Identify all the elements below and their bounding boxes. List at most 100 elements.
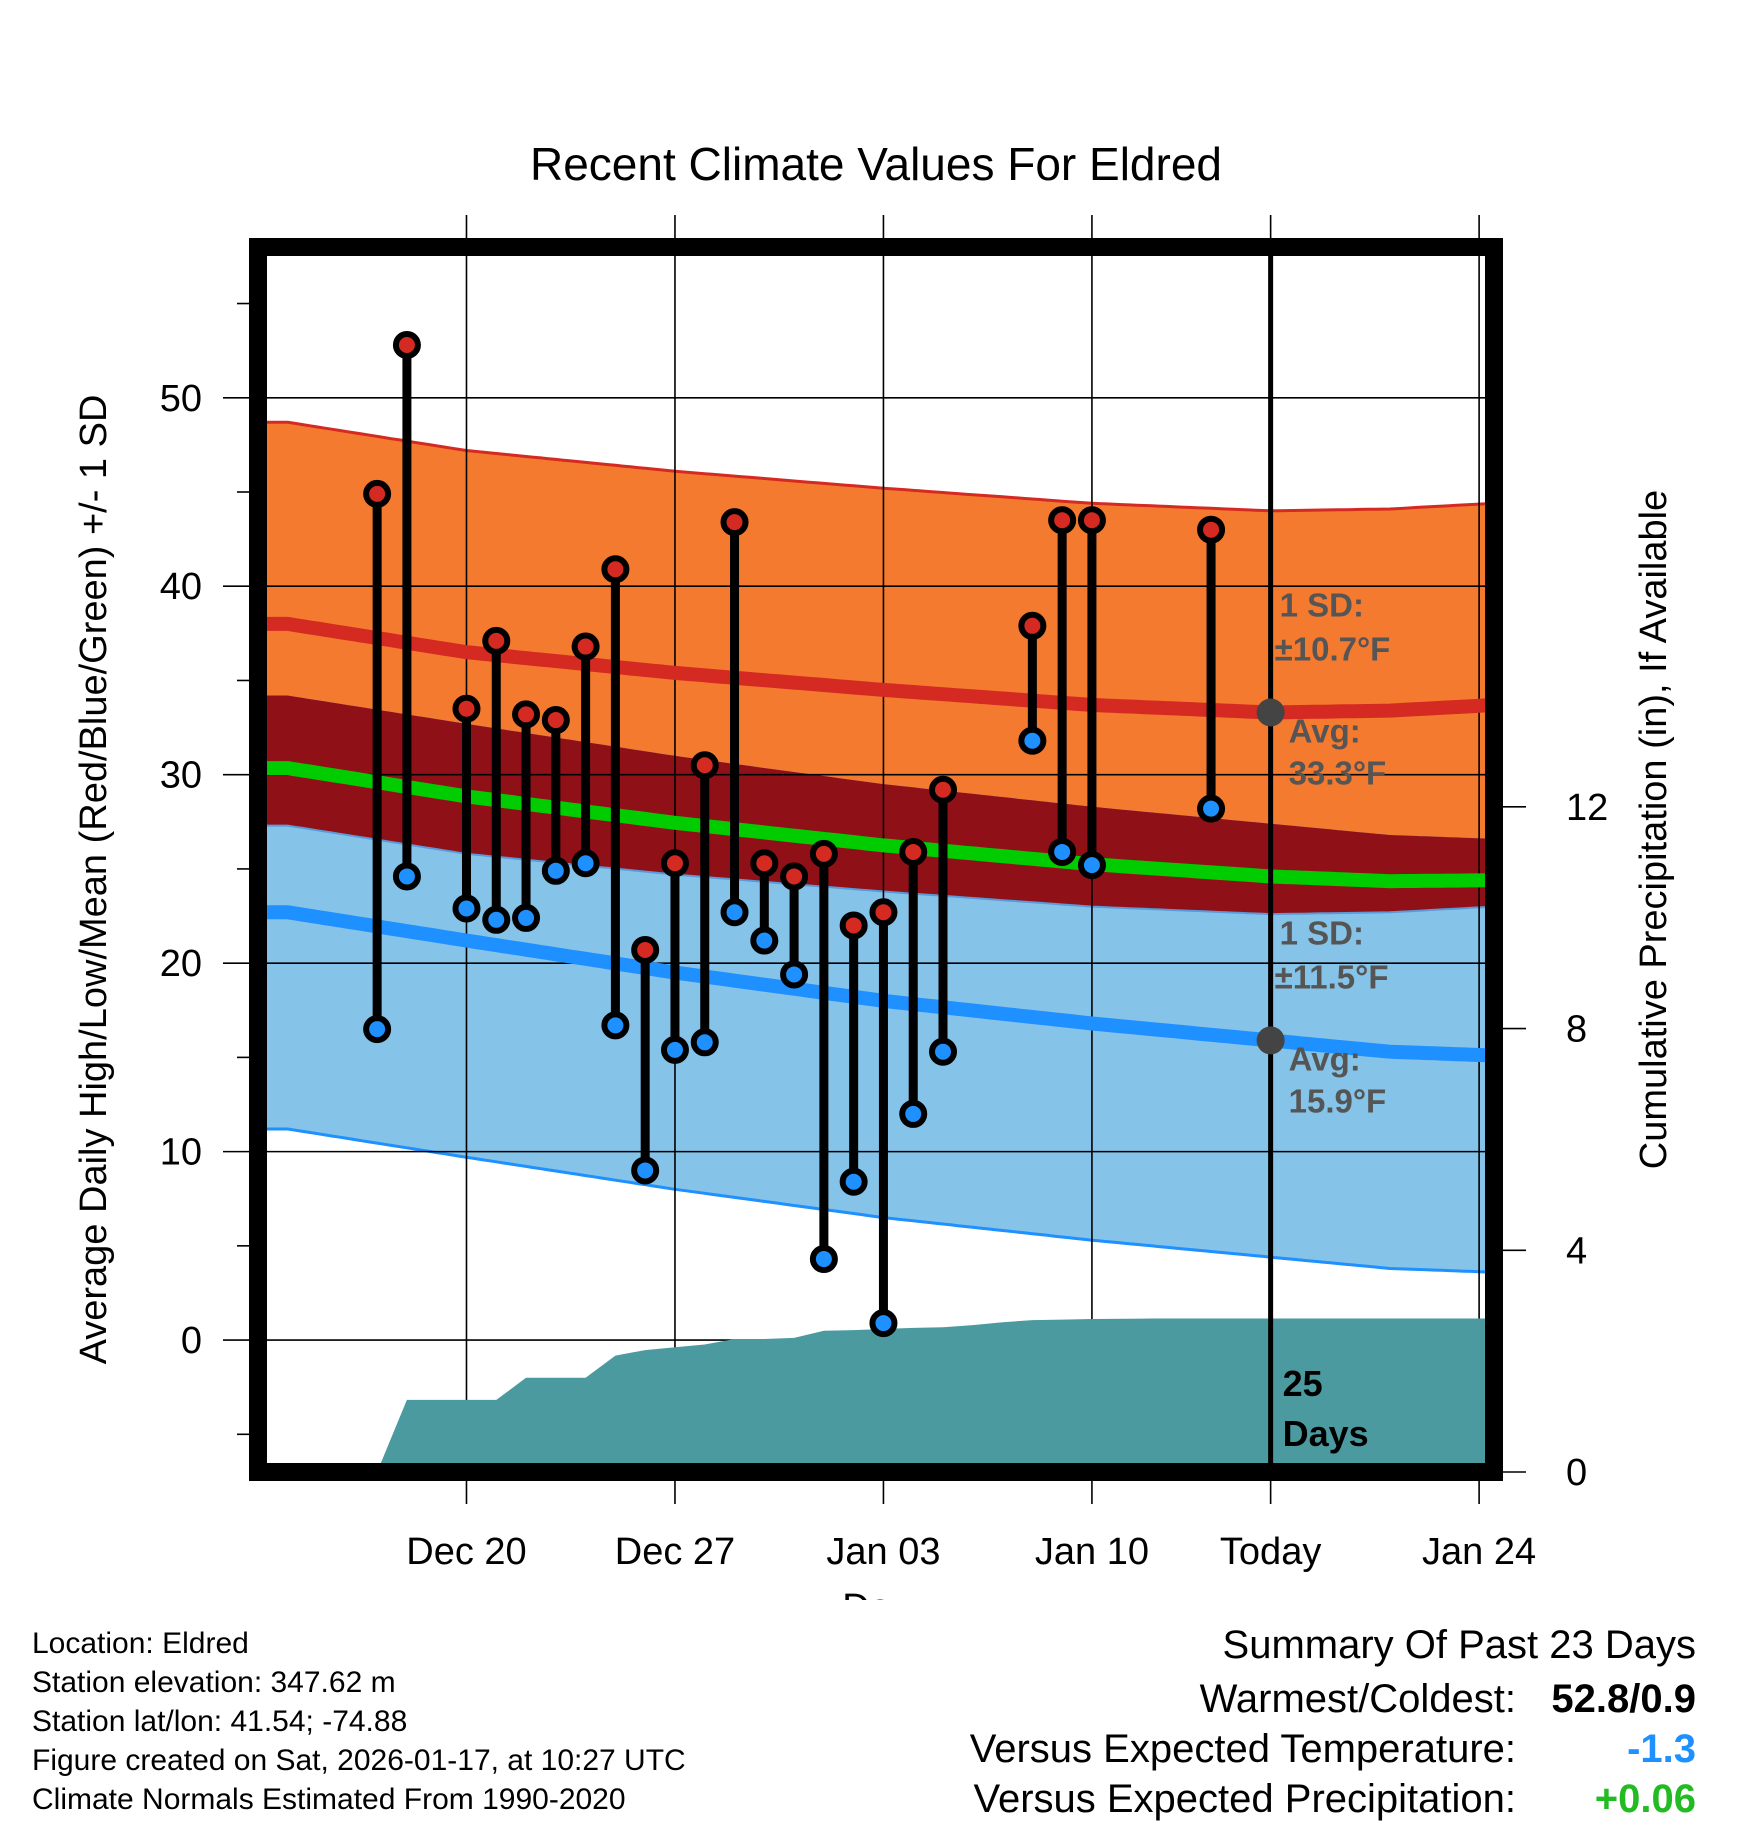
x-tick-label-1: Dec 27: [615, 1531, 735, 1573]
obs-low-point-7: [601, 1011, 630, 1040]
obs-high-point-14: [809, 839, 838, 868]
plot-frame: [249, 238, 1503, 1481]
station-info: Location: Eldred Station elevation: 347.…: [32, 1624, 686, 1819]
precip-anomaly-value: +0.06: [1594, 1777, 1696, 1821]
y-axis-label: Average Daily High/Low/Mean (Red/Blue/Gr…: [73, 395, 115, 1365]
y-right-axis-label: Cumulative Precipitation (in), If Availa…: [1633, 490, 1675, 1169]
obs-high-point-20: [1048, 506, 1077, 535]
summary-panel: Summary Of Past 23 Days Warmest/Coldest:…: [970, 1620, 1696, 1824]
obs-low-point-1: [392, 862, 421, 891]
chart-title: Recent Climate Values For Eldred: [530, 138, 1222, 190]
climate-chart: Recent Climate Values For Eldred 1 SD: ±1…: [73, 138, 1675, 1600]
obs-low-point-13: [780, 960, 809, 989]
obs-low-point-4: [512, 903, 541, 932]
obs-low-point-0: [363, 1015, 392, 1044]
low-avg-value: 15.9°F: [1289, 1082, 1387, 1119]
y-tick-label-0: 0: [181, 1320, 202, 1362]
y-right-tick-label-0: 0: [1566, 1452, 1587, 1494]
obs-high-point-9: [660, 849, 689, 878]
obs-high-point-17: [899, 837, 928, 866]
summary-row-warmest: Warmest/Coldest: 52.8/0.9: [970, 1674, 1696, 1724]
summary-row-precip: Versus Expected Precipitation: +0.06: [970, 1774, 1696, 1824]
low-avg-label: Avg:: [1289, 1040, 1361, 1077]
today-low-avg-marker: [1256, 1026, 1285, 1055]
obs-high-point-18: [929, 775, 958, 804]
x-axis-label: Day: [842, 1587, 910, 1600]
obs-low-point-17: [899, 1099, 928, 1128]
obs-high-point-15: [839, 911, 868, 940]
precip-anomaly-label: Versus Expected Precipitation:: [973, 1777, 1516, 1821]
warmest-label: Warmest/Coldest:: [1199, 1677, 1516, 1721]
obs-low-point-6: [571, 849, 600, 878]
y-right-tick-label-1: 4: [1566, 1230, 1587, 1272]
y-tick-label-5: 50: [160, 378, 202, 420]
x-tick-label-5: Jan 24: [1422, 1531, 1536, 1573]
high-band-upper-edge: [258, 420, 1494, 513]
x-tick-label-4: Today: [1220, 1531, 1321, 1573]
latlon-text: Station lat/lon: 41.54; -74.88: [32, 1705, 408, 1738]
obs-high-point-11: [720, 508, 749, 537]
obs-high-point-0: [363, 479, 392, 508]
y-right-tick-label-2: 8: [1566, 1009, 1587, 1051]
normals-text: Climate Normals Estimated From 1990-2020: [32, 1783, 626, 1816]
summary-title: Summary Of Past 23 Days: [1222, 1623, 1696, 1667]
temp-anomaly-label: Versus Expected Temperature:: [969, 1727, 1516, 1771]
obs-low-point-8: [631, 1156, 660, 1185]
x-tick-label-2: Jan 03: [826, 1531, 940, 1573]
precip-area: [347, 1318, 1494, 1472]
obs-low-point-20: [1048, 837, 1077, 866]
x-tick-label-3: Jan 10: [1035, 1531, 1149, 1573]
today-high-avg-marker: [1256, 698, 1285, 727]
created-text: Figure created on Sat, 2026-01-17, at 10…: [32, 1744, 686, 1777]
obs-high-point-5: [541, 706, 570, 735]
obs-low-point-18: [929, 1037, 958, 1066]
high-avg-value: 33.3°F: [1289, 755, 1387, 792]
obs-low-point-9: [660, 1035, 689, 1064]
y-right-tick-label-3: 12: [1566, 787, 1608, 829]
obs-low-point-11: [720, 898, 749, 927]
obs-high-point-16: [869, 898, 898, 927]
obs-low-point-12: [750, 926, 779, 955]
y-tick-label-1: 10: [160, 1132, 202, 1174]
avg-high-line: [258, 616, 1494, 720]
obs-low-point-3: [482, 905, 511, 934]
obs-high-point-13: [780, 862, 809, 891]
high-avg-label: Avg:: [1289, 713, 1361, 750]
y-tick-label-4: 40: [160, 566, 202, 608]
y-tick-label-2: 20: [160, 943, 202, 985]
high-sd-label: 1 SD:: [1280, 587, 1364, 624]
obs-high-point-6: [571, 632, 600, 661]
obs-low-point-2: [452, 894, 481, 923]
obs-high-point-1: [392, 331, 421, 359]
obs-high-point-8: [631, 935, 660, 964]
overlap-band: [258, 695, 1494, 915]
obs-low-point-5: [541, 856, 570, 885]
obs-high-point-3: [482, 626, 511, 655]
obs-high-point-7: [601, 555, 630, 584]
y-tick-label-3: 30: [160, 755, 202, 797]
location-text: Location: Eldred: [32, 1627, 249, 1660]
avg-low-line: [258, 905, 1494, 1063]
obs-high-point-19: [1018, 611, 1047, 640]
warmest-value: 52.8/0.9: [1551, 1677, 1696, 1721]
obs-high-point-4: [512, 700, 541, 729]
obs-low-point-16: [869, 1309, 898, 1338]
obs-low-point-14: [809, 1245, 838, 1274]
obs-low-point-22: [1197, 794, 1226, 823]
x-tick-label-0: Dec 20: [406, 1531, 526, 1573]
temp-anomaly-value: -1.3: [1627, 1727, 1696, 1771]
obs-high-point-22: [1197, 515, 1226, 544]
obs-low-point-15: [839, 1167, 868, 1196]
summary-row-temp: Versus Expected Temperature: -1.3: [970, 1724, 1696, 1774]
obs-low-point-10: [690, 1028, 719, 1057]
days-number: 25: [1283, 1363, 1323, 1404]
obs-high-point-10: [690, 751, 719, 780]
obs-low-point-21: [1077, 851, 1106, 880]
high-sd-value: ±10.7°F: [1275, 631, 1391, 668]
obs-high-point-21: [1077, 506, 1106, 535]
days-label: Days: [1283, 1413, 1369, 1454]
low-band-lower-edge: [258, 1127, 1494, 1274]
low-sd-value: ±11.5°F: [1275, 958, 1389, 995]
low-sd-label: 1 SD:: [1280, 914, 1364, 951]
elevation-text: Station elevation: 347.62 m: [32, 1666, 396, 1699]
